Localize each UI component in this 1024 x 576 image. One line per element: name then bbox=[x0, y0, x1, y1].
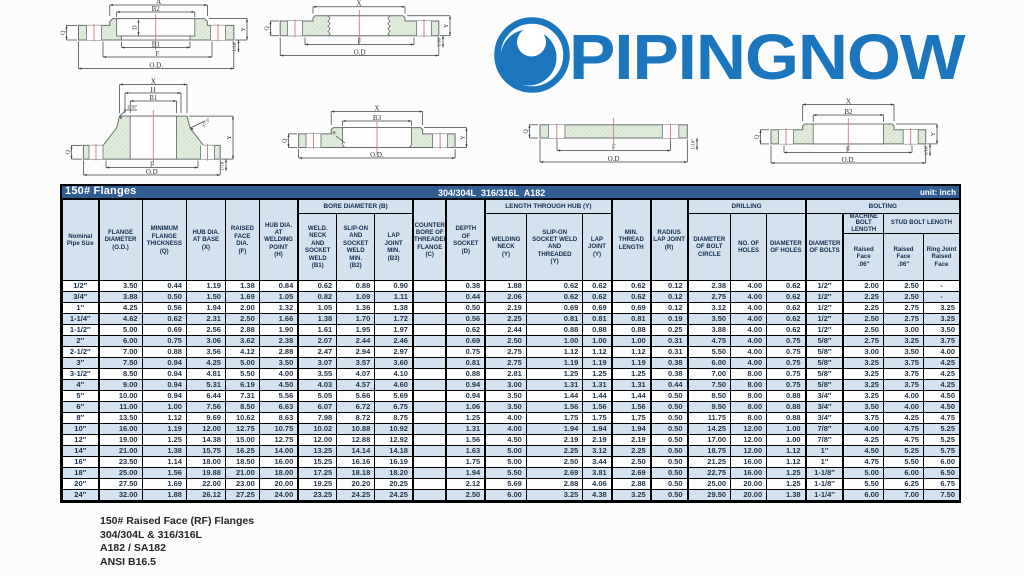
svg-text:F: F bbox=[358, 37, 362, 45]
svg-text:H: H bbox=[150, 86, 155, 94]
svg-text:B1: B1 bbox=[152, 40, 161, 48]
svg-text:O.D.: O.D. bbox=[842, 156, 856, 164]
svg-text:F: F bbox=[612, 143, 616, 151]
svg-text:O.D: O.D bbox=[146, 168, 158, 176]
svg-text:1/16″: 1/16″ bbox=[127, 106, 138, 111]
svg-text:F: F bbox=[150, 160, 154, 168]
svg-text:Y: Y bbox=[227, 135, 233, 140]
svg-text:37.5°: 37.5° bbox=[202, 118, 213, 130]
svg-text:X: X bbox=[846, 97, 851, 105]
svg-text:X: X bbox=[374, 104, 379, 112]
svg-text:A: A bbox=[156, 0, 161, 6]
svg-text:Q: Q bbox=[524, 129, 530, 134]
svg-text:1/16″: 1/16″ bbox=[925, 144, 930, 155]
svg-text:B1: B1 bbox=[149, 94, 158, 102]
svg-text:Q: Q bbox=[61, 30, 67, 35]
svg-text:D: D bbox=[133, 25, 139, 30]
svg-text:Q: Q bbox=[755, 134, 761, 139]
svg-text:B3: B3 bbox=[373, 114, 382, 122]
svg-text:B2: B2 bbox=[152, 5, 161, 13]
svg-text:R: R bbox=[332, 130, 338, 136]
svg-text:Q: Q bbox=[265, 26, 271, 31]
svg-text:1/16″: 1/16″ bbox=[692, 139, 697, 150]
svg-text:F: F bbox=[846, 145, 850, 153]
svg-text:O.D.: O.D. bbox=[370, 151, 384, 159]
svg-text:X: X bbox=[356, 0, 361, 8]
svg-text:Y: Y bbox=[461, 135, 467, 140]
svg-text:O.D.: O.D. bbox=[149, 61, 163, 69]
svg-text:Q: Q bbox=[283, 138, 289, 143]
svg-text:X: X bbox=[151, 77, 156, 85]
svg-text:O.D: O.D bbox=[354, 48, 366, 56]
svg-text:F: F bbox=[156, 50, 160, 58]
svg-text:O.D: O.D bbox=[608, 155, 620, 163]
svg-text:Y: Y bbox=[444, 23, 450, 28]
svg-text:Y: Y bbox=[931, 131, 937, 136]
svg-text:Y: Y bbox=[241, 26, 247, 31]
svg-text:1/16″: 1/16″ bbox=[438, 36, 443, 47]
svg-text:Q: Q bbox=[66, 149, 72, 154]
svg-text:1/16″: 1/16″ bbox=[233, 41, 238, 52]
svg-text:1/16″: 1/16″ bbox=[221, 160, 226, 171]
svg-text:B2: B2 bbox=[844, 108, 853, 116]
